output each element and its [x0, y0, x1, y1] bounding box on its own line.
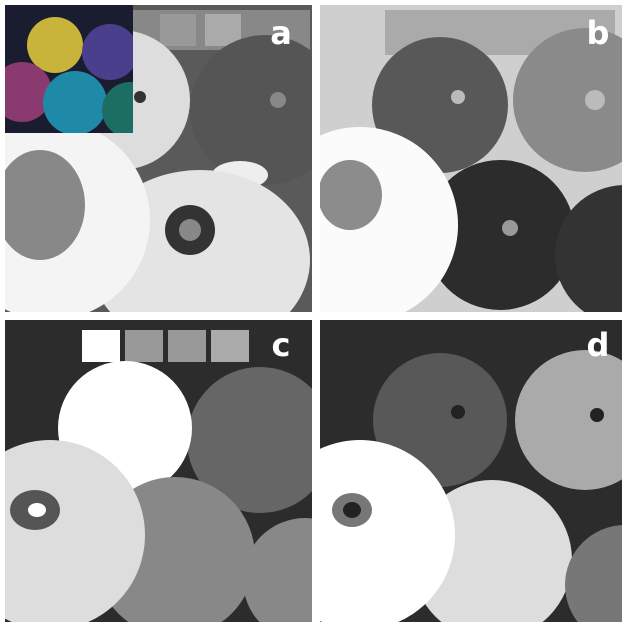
panel-d: [265, 320, 627, 627]
panel-label: c: [272, 326, 291, 364]
panel-label: a: [270, 14, 292, 52]
figure: a b c d: [0, 0, 627, 627]
panel-c: [0, 320, 367, 627]
panel-label: d: [587, 326, 610, 364]
panel-b: [262, 5, 627, 325]
panel-label: b: [587, 14, 610, 52]
